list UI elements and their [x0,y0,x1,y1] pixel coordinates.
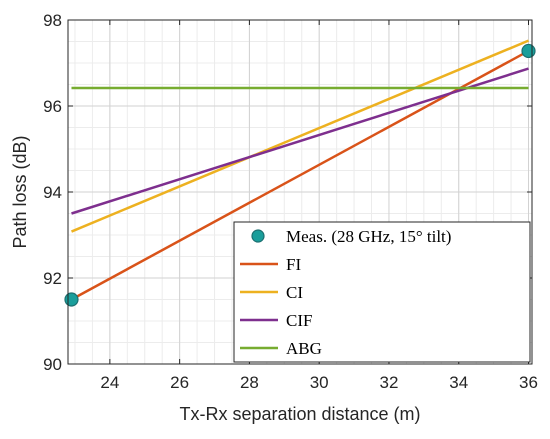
x-axis-title: Tx-Rx separation distance (m) [179,404,420,424]
y-tick-label: 94 [43,183,62,202]
legend: Meas. (28 GHz, 15° tilt) FI CI CIF ABG [233,221,531,363]
x-tick-label: 30 [310,373,329,392]
x-tick-label: 26 [170,373,189,392]
legend-label: CIF [286,311,312,330]
legend-label: ABG [286,339,322,358]
legend-label: CI [286,283,303,302]
series-line-ci [71,39,529,233]
y-tick-label: 90 [43,355,62,374]
y-tick-label: 96 [43,97,62,116]
x-tick-label: 34 [449,373,468,392]
y-tick-label: 92 [43,269,62,288]
series-lines [70,39,530,301]
x-tick-label: 32 [380,373,399,392]
measurement-point [521,43,536,59]
legend-box [233,221,531,363]
axis-ticks: 24 26 28 30 32 34 36 90 92 94 96 98 [43,11,538,392]
x-tick-label: 24 [100,373,119,392]
x-tick-label: 36 [519,373,538,392]
y-tick-label: 98 [43,11,62,30]
measurement-point [64,292,79,307]
y-axis-title: Path loss (dB) [10,135,30,248]
legend-label: FI [286,255,301,274]
x-tick-label: 28 [240,373,259,392]
legend-label: Meas. (28 GHz, 15° tilt) [286,227,451,246]
series-line-cif [71,67,529,215]
legend-marker [251,229,265,243]
